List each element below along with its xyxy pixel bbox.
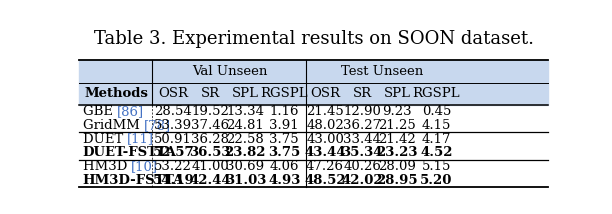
Text: 4.15: 4.15 [422, 119, 451, 132]
Text: SPL: SPL [232, 87, 259, 100]
Text: [10]: [10] [132, 160, 159, 173]
Text: 21.45: 21.45 [306, 105, 344, 118]
Text: 4.93: 4.93 [268, 174, 300, 187]
Text: 4.06: 4.06 [269, 160, 299, 173]
Text: 36.53: 36.53 [190, 146, 231, 159]
Text: 1.16: 1.16 [269, 105, 299, 118]
Text: 21.42: 21.42 [378, 133, 416, 146]
Text: 3.91: 3.91 [269, 119, 299, 132]
Text: HM3D-FSTTA: HM3D-FSTTA [83, 174, 184, 187]
Text: DUET: DUET [83, 133, 127, 146]
Text: 22.58: 22.58 [226, 133, 264, 146]
Text: 36.27: 36.27 [343, 119, 381, 132]
Text: 54.19: 54.19 [152, 174, 194, 187]
Text: SR: SR [353, 87, 371, 100]
Text: 48.52: 48.52 [304, 174, 346, 187]
Text: SPL: SPL [384, 87, 411, 100]
Text: 5.20: 5.20 [420, 174, 453, 187]
Text: OSR: OSR [159, 87, 188, 100]
Text: Test Unseen: Test Unseen [341, 65, 423, 78]
Text: 53.22: 53.22 [154, 160, 192, 173]
Text: [86]: [86] [117, 105, 144, 118]
Text: 36.28: 36.28 [192, 133, 230, 146]
Text: 37.46: 37.46 [191, 119, 230, 132]
Text: 9.23: 9.23 [382, 105, 412, 118]
Text: 28.09: 28.09 [378, 160, 416, 173]
Text: 4.52: 4.52 [420, 146, 453, 159]
Text: 28.54: 28.54 [154, 105, 192, 118]
Text: DUET-FSTTA: DUET-FSTTA [83, 146, 176, 159]
Text: 3.75: 3.75 [269, 133, 299, 146]
Text: 4.17: 4.17 [422, 133, 451, 146]
Text: SR: SR [201, 87, 220, 100]
Text: 33.44: 33.44 [343, 133, 381, 146]
Text: 12.90: 12.90 [343, 105, 381, 118]
Text: 50.91: 50.91 [154, 133, 192, 146]
Text: 53.39: 53.39 [154, 119, 192, 132]
Text: 5.15: 5.15 [422, 160, 451, 173]
Text: 23.82: 23.82 [225, 146, 266, 159]
Text: 13.34: 13.34 [226, 105, 264, 118]
Text: 3.75: 3.75 [268, 146, 300, 159]
Text: 35.34: 35.34 [341, 146, 382, 159]
Text: 40.26: 40.26 [343, 160, 381, 173]
Text: 31.03: 31.03 [225, 174, 266, 187]
Text: 42.44: 42.44 [189, 174, 231, 187]
Text: 47.26: 47.26 [306, 160, 344, 173]
Text: [78]: [78] [144, 119, 171, 132]
Text: [11]: [11] [127, 133, 154, 146]
Text: Val Unseen: Val Unseen [192, 65, 267, 78]
Text: Methods: Methods [84, 87, 148, 100]
Text: 30.69: 30.69 [226, 160, 264, 173]
Text: GridMM: GridMM [83, 119, 144, 132]
Text: OSR: OSR [310, 87, 340, 100]
Text: RGSPL: RGSPL [261, 87, 308, 100]
Text: 43.44: 43.44 [304, 146, 346, 159]
Text: HM3D: HM3D [83, 160, 132, 173]
Text: 24.81: 24.81 [226, 119, 264, 132]
Text: 28.95: 28.95 [376, 174, 418, 187]
Text: Table 3. Experimental results on SOON dataset.: Table 3. Experimental results on SOON da… [94, 30, 534, 48]
Text: 48.02: 48.02 [306, 119, 344, 132]
Text: 42.02: 42.02 [341, 174, 383, 187]
Text: 23.23: 23.23 [376, 146, 418, 159]
Text: RGSPL: RGSPL [412, 87, 460, 100]
Text: 21.25: 21.25 [378, 119, 416, 132]
Text: 0.45: 0.45 [422, 105, 451, 118]
Text: 19.52: 19.52 [192, 105, 229, 118]
Text: 43.00: 43.00 [306, 133, 344, 146]
Text: 41.00: 41.00 [192, 160, 229, 173]
Text: 52.57: 52.57 [152, 146, 194, 159]
Text: GBE: GBE [83, 105, 117, 118]
